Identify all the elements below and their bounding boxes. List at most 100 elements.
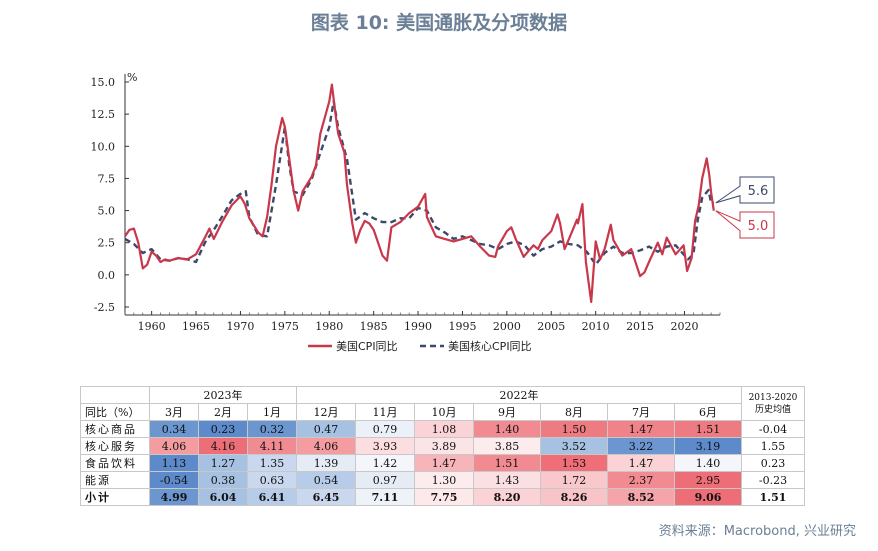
table-cell: 3.52 [540,437,608,455]
chart-axes: % [124,71,720,316]
table-cell: 0.79 [355,420,415,438]
chart-ticks: 15.0 12.5 10.0 7.5 5.0 2.5 0.0 -2.5 1960 1965 1970… [91,76,721,333]
table-cell: 4.11 [247,437,297,455]
x-tick-label: 1990 [404,320,432,333]
table-cell: 3.22 [607,437,675,455]
y-tick-label: 5.0 [98,205,116,218]
table-cell: 1.51 [674,420,742,438]
table-month-header: 9月 [473,403,541,421]
table-cell: 1.47 [607,420,675,438]
table-row-label: 核心服务 [80,437,150,455]
x-tick-label: 1985 [360,320,388,333]
legend-label-core-cpi: 美国核心CPI同比 [448,339,532,353]
table-cell: 6.41 [247,488,297,506]
table-cell: 1.27 [198,454,248,472]
x-tick-label: 1970 [226,320,254,333]
table-hist-avg-cell: -0.04 [741,420,805,438]
end-label-core-cpi-box [715,176,775,204]
table-cell: 1.72 [540,471,608,489]
chart-end-labels: 5.6 5.0 [715,176,775,239]
table-row-label: 核心商品 [80,420,150,438]
table-month-header: 1月 [247,403,297,421]
table-cell: 7.11 [355,488,415,506]
table-cell: 1.51 [473,454,541,472]
y-tick-label: 7.5 [98,172,116,185]
table-cell: 1.42 [355,454,415,472]
series-cpi-line [124,83,715,303]
table-month-header: 8月 [540,403,608,421]
table-group-header: 2022年 [296,386,742,404]
table-cell: 0.23 [198,420,248,438]
table-cell: 3.89 [414,437,474,455]
table-cell: 1.35 [247,454,297,472]
y-unit-label: % [127,71,137,84]
table-month-header: 7月 [607,403,675,421]
table-cell: 0.97 [355,471,415,489]
table-cell: 1.13 [149,454,199,472]
table-cell: 8.26 [540,488,608,506]
chart-lines [124,83,715,303]
table-month-header: 11月 [355,403,415,421]
y-tick-label: 0.0 [98,269,116,282]
table-row: 食品饮料 1.13 1.27 1.35 1.39 1.42 1.47 1.51 1.53 1.47… [80,454,805,472]
table-month-header: 3月 [149,403,199,421]
table-row: 核心商品 0.34 0.23 0.32 0.47 0.79 1.08 1.40 1.50 1.47… [80,420,805,438]
table-hist-avg-cell: 1.51 [741,488,805,506]
table-row: 核心服务 4.06 4.16 4.11 4.06 3.93 3.89 3.85 3.52 3.22… [80,437,805,455]
table-month-header: 2月 [198,403,248,421]
table-group-header: 2013-2020历史均值 [741,386,805,421]
table-cell: 3.85 [473,437,541,455]
table-cell: 1.39 [296,454,356,472]
x-tick-label: 1960 [138,320,166,333]
table-cell: 4.06 [296,437,356,455]
table-cell: 7.75 [414,488,474,506]
x-tick-label: 2000 [493,320,521,333]
table-cell: 4.16 [198,437,248,455]
table-group-header-row: 2023年 2022年 2013-2020历史均值 [80,386,805,421]
x-tick-label: 1965 [182,320,210,333]
table-cell: 0.34 [149,420,199,438]
y-tick-label: 15.0 [91,76,116,89]
table-cell: 3.19 [674,437,742,455]
table-row-label: 小计 [80,488,150,506]
table-cell: 2.37 [607,471,675,489]
table-row-label: 能源 [80,471,150,489]
y-tick-label: 12.5 [91,108,116,121]
x-tick-label: 2010 [582,320,610,333]
table-cell: 1.47 [607,454,675,472]
cpi-line-chart: % 15.0 12.5 10.0 7.5 5.0 2.5 0.0 -2.5 1960 1965 19… [91,71,775,353]
table-hist-avg-cell: 1.55 [741,437,805,455]
x-tick-label: 2020 [670,320,698,333]
table-row: 能源 -0.54 0.38 0.63 0.54 0.97 1.30 1.43 1.72 2.37 2… [80,471,805,489]
table-cell: 1.08 [414,420,474,438]
table-cell: 9.06 [674,488,742,506]
x-tick-label: 1980 [315,320,343,333]
chart-title: 图表 10: 美国通胀及分项数据 [310,12,568,34]
y-tick-label: 10.0 [91,140,116,153]
x-tick-label: 1995 [448,320,476,333]
table-cell: 6.04 [198,488,248,506]
table-cell: 1.30 [414,471,474,489]
table-row-label: 食品饮料 [80,454,150,472]
table-cell: 0.38 [198,471,248,489]
table-cell: 2.95 [674,471,742,489]
table-cell: 1.50 [540,420,608,438]
table-cell: 1.43 [473,471,541,489]
table-cell: 8.20 [473,488,541,506]
table-cell: 1.40 [674,454,742,472]
table-cell: 8.52 [607,488,675,506]
table-header-label: 同比（%） [80,403,150,421]
table-cell: 1.40 [473,420,541,438]
source-note: 资料来源：Macrobond, 兴业研究 [658,524,856,539]
table-cell: 4.99 [149,488,199,506]
table-month-header: 6月 [674,403,742,421]
chart-legend: 美国CPI同比 美国核心CPI同比 [308,339,532,353]
x-tick-label: 2015 [626,320,654,333]
table-cell: 1.47 [414,454,474,472]
table-hist-avg-cell: 0.23 [741,454,805,472]
table-cell: 0.32 [247,420,297,438]
table-corner [80,386,150,404]
x-tick-label: 2005 [537,320,565,333]
table-cell: 3.93 [355,437,415,455]
end-label-core-cpi: 5.6 [748,184,769,199]
